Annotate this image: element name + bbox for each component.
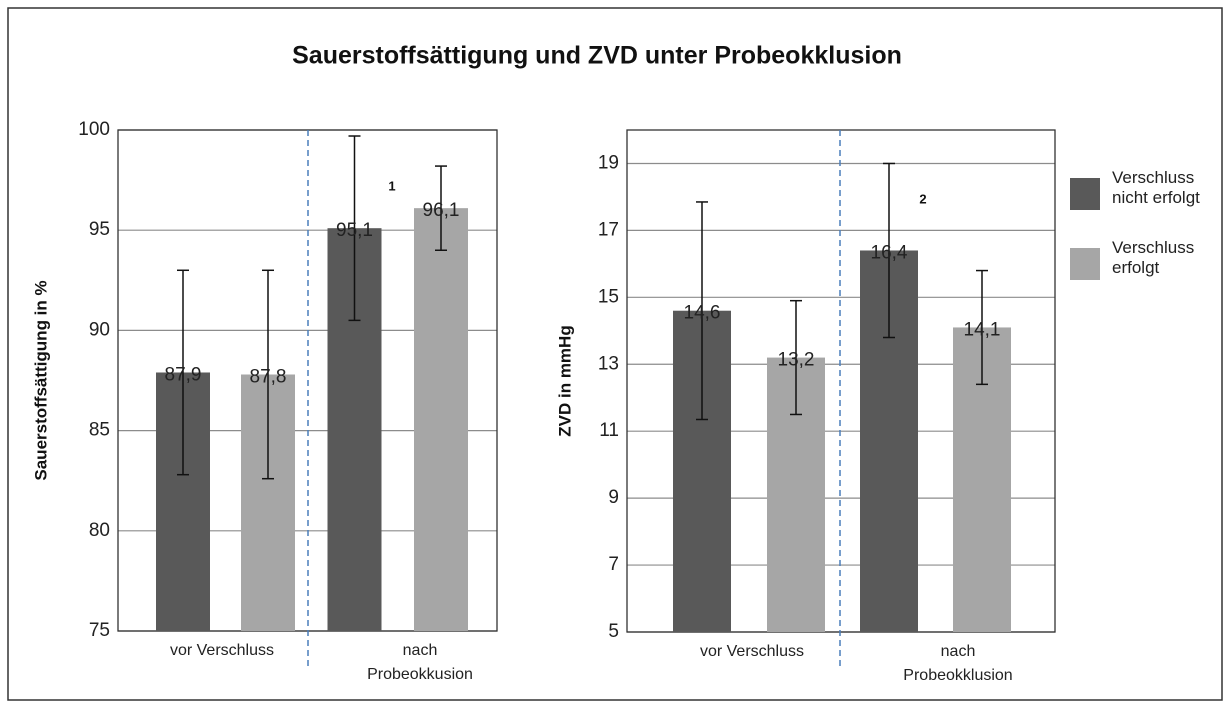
x-tick-label: vor Verschluss xyxy=(699,643,805,660)
value-label: 13,2 xyxy=(778,350,815,371)
y-tick-label: 9 xyxy=(608,487,619,508)
y-tick-label: 90 xyxy=(89,319,110,340)
y-tick-label: 75 xyxy=(89,620,110,641)
frame xyxy=(7,7,1223,701)
annotation: 2 xyxy=(919,191,926,206)
y-axis-label: Sauerstoffsättigung in % xyxy=(31,280,50,480)
y-tick-label: 7 xyxy=(608,554,619,575)
value-label: 96,1 xyxy=(423,200,460,221)
y-tick-label: 80 xyxy=(89,520,110,541)
chart-title: Sauerstoffsättigung und ZVD unter Probeo… xyxy=(292,42,902,70)
y-tick-label: 15 xyxy=(598,286,619,307)
plot-frame xyxy=(626,129,1056,633)
y-tick-label: 19 xyxy=(598,152,619,173)
y-tick-label: 95 xyxy=(89,219,110,240)
y-tick-label: 17 xyxy=(598,219,619,240)
y-tick-label: 100 xyxy=(78,119,110,140)
y-tick-label: 85 xyxy=(89,420,110,441)
x-tick-label: nach Probeokkusion xyxy=(367,642,473,683)
value-label: 95,1 xyxy=(336,220,373,241)
bar xyxy=(414,208,468,631)
legend-label: Verschluss nicht erfolgt xyxy=(1112,168,1200,207)
value-label: 16,4 xyxy=(871,242,908,263)
value-label: 14,1 xyxy=(964,319,1001,340)
annotation: 1 xyxy=(388,178,395,193)
x-tick-label: nach Probeokklusion xyxy=(903,643,1013,684)
legend-swatch xyxy=(1070,248,1100,280)
value-label: 87,9 xyxy=(165,364,202,385)
y-tick-label: 11 xyxy=(599,420,619,441)
x-tick-label: vor Verschluss xyxy=(169,642,275,659)
value-label: 14,6 xyxy=(684,303,721,324)
y-axis-label: ZVD in mmHg xyxy=(555,325,574,436)
value-label: 87,8 xyxy=(250,367,287,388)
y-tick-label: 13 xyxy=(598,353,619,374)
legend-label: Verschluss erfolgt xyxy=(1112,238,1195,277)
y-tick-label: 5 xyxy=(608,621,619,642)
legend-swatch xyxy=(1070,178,1100,210)
